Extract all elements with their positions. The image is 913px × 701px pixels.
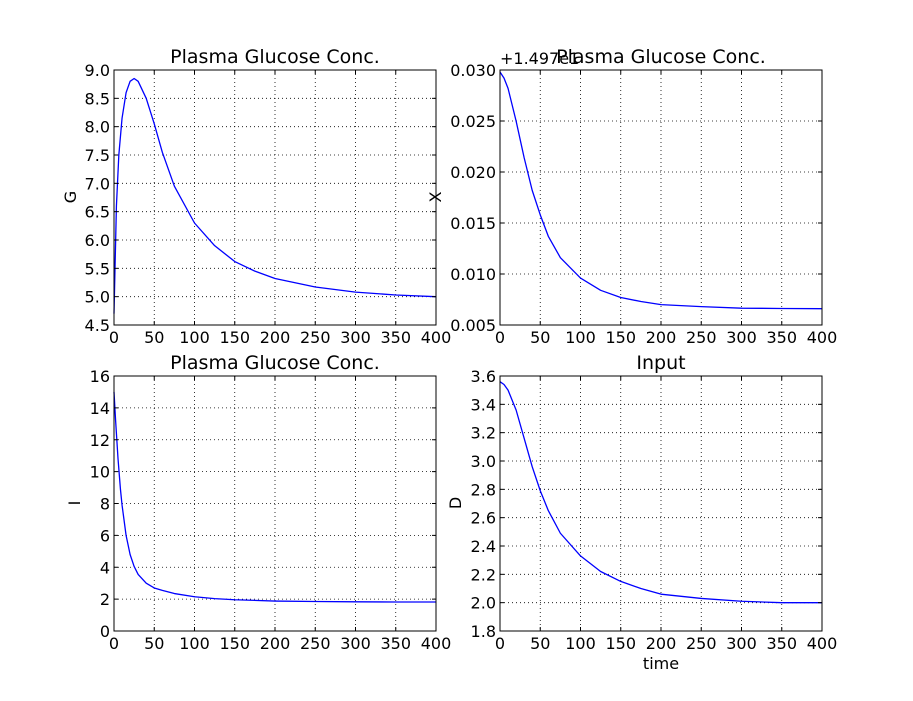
y-tick-label: 10 — [90, 463, 110, 482]
x-tick-label: 100 — [179, 634, 210, 653]
x-tick-label: 200 — [260, 634, 291, 653]
y-tick-label: 0.020 — [450, 163, 496, 182]
x-tick-label: 150 — [605, 328, 636, 347]
x-tick-label: 350 — [766, 634, 797, 653]
y-tick-label: 4.5 — [85, 316, 110, 335]
x-tick-label: 250 — [300, 634, 331, 653]
subplot-title: Input — [636, 352, 685, 374]
x-tick-label: 300 — [340, 328, 371, 347]
x-tick-label: 0 — [495, 634, 505, 653]
y-tick-label: 5.0 — [85, 288, 110, 307]
x-tick-label: 300 — [340, 634, 371, 653]
subplot-insulin: Plasma Glucose Conc. I 0 50 100 150 200 250 30… — [65, 352, 451, 653]
x-tick-label: 400 — [421, 634, 452, 653]
offset-text: +1.497e1 — [500, 49, 579, 68]
y-tick-label: 0.005 — [450, 316, 496, 335]
subplot-x: Plasma Glucose Conc. +1.497e1 X 0 50 100 15… — [426, 46, 837, 347]
x-tick-label: 200 — [646, 634, 677, 653]
y-tick-label: 2.6 — [471, 509, 496, 528]
y-tick-label: 3.4 — [471, 395, 496, 414]
series-line — [499, 71, 823, 310]
y-tick-label: 16 — [90, 367, 110, 386]
x-tick-label: 150 — [219, 328, 250, 347]
y-tick-label: 7.5 — [85, 146, 110, 165]
x-tick-label: 0 — [495, 328, 505, 347]
y-tick-label: 0.025 — [450, 112, 496, 131]
y-tick-label: 2.2 — [471, 565, 496, 584]
plot-area: 0 50 100 150 200 250 300 350 400 1.8 2.0 2.2 2.4 2.6 2… — [471, 367, 838, 653]
y-tick-label: 8.0 — [85, 118, 110, 137]
x-tick-label: 350 — [380, 328, 411, 347]
x-axis-label: time — [643, 654, 679, 673]
y-tick-label: 0.015 — [450, 214, 496, 233]
x-tick-label: 200 — [646, 328, 677, 347]
y-tick-label: 8.5 — [85, 89, 110, 108]
y-tick-label: 12 — [90, 431, 110, 450]
series-line — [499, 381, 822, 604]
y-tick-label: 2.0 — [471, 594, 496, 613]
y-tick-label: 0.010 — [450, 265, 496, 284]
y-tick-label: 6.5 — [85, 203, 110, 222]
subplot-title: Plasma Glucose Conc. — [170, 352, 380, 374]
x-tick-label: 350 — [380, 634, 411, 653]
y-tick-label: 9.0 — [85, 61, 110, 80]
x-tick-label: 0 — [109, 328, 119, 347]
y-tick-label: 0 — [100, 622, 110, 641]
x-tick-label: 100 — [179, 328, 210, 347]
x-tick-label: 250 — [300, 328, 331, 347]
x-tick-label: 50 — [530, 328, 550, 347]
y-tick-label: 2.4 — [471, 537, 496, 556]
y-tick-label: 3.0 — [471, 452, 496, 471]
x-tick-label: 400 — [421, 328, 452, 347]
y-tick-label: 2.8 — [471, 480, 496, 499]
subplot-title: Plasma Glucose Conc. — [556, 46, 766, 68]
x-tick-label: 250 — [686, 634, 717, 653]
x-tick-label: 400 — [807, 634, 838, 653]
x-tick-label: 200 — [260, 328, 291, 347]
y-tick-label: 14 — [90, 399, 110, 418]
x-tick-label: 400 — [807, 328, 838, 347]
x-tick-label: 300 — [726, 328, 757, 347]
x-tick-label: 150 — [605, 634, 636, 653]
x-tick-label: 300 — [726, 634, 757, 653]
y-tick-label: 1.8 — [471, 622, 496, 641]
y-tick-label: 6 — [100, 526, 110, 545]
y-axis-label: D — [446, 497, 465, 509]
y-tick-label: 8 — [100, 495, 110, 514]
series-line — [113, 77, 437, 314]
x-tick-label: 100 — [565, 328, 596, 347]
y-tick-label: 3.6 — [471, 367, 496, 386]
x-tick-label: 50 — [144, 328, 164, 347]
subplot-glucose: Plasma Glucose Conc. G 0 50 100 150 200 250 30… — [61, 46, 451, 347]
subplot-input: Input D time 0 50 100 150 200 250 300 350 400 1.8… — [446, 352, 837, 673]
series-line — [113, 391, 436, 603]
y-tick-label: 0.030 — [450, 61, 496, 80]
x-tick-label: 0 — [109, 634, 119, 653]
x-tick-label: 50 — [144, 634, 164, 653]
plot-area: 0 50 100 150 200 250 300 350 400 4.5 5.0 5.5 6.0 6.5 7… — [85, 61, 452, 347]
x-tick-label: 150 — [219, 634, 250, 653]
plot-area: 0 50 100 150 200 250 300 350 400 0 2 4 6 8 10 12 14 16 — [90, 367, 452, 653]
x-tick-label: 350 — [766, 328, 797, 347]
x-tick-label: 50 — [530, 634, 550, 653]
y-tick-label: 3.2 — [471, 424, 496, 443]
y-axis-label: X — [426, 191, 445, 202]
y-tick-label: 2 — [100, 590, 110, 609]
y-axis-label: G — [61, 191, 80, 203]
x-tick-label: 250 — [686, 328, 717, 347]
plot-area: 0 50 100 150 200 250 300 350 400 0.005 0.010 0.015 0… — [450, 61, 837, 347]
y-tick-label: 4 — [100, 558, 110, 577]
y-tick-label: 6.0 — [85, 231, 110, 250]
y-axis-label: I — [65, 501, 84, 506]
subplot-title: Plasma Glucose Conc. — [170, 46, 380, 68]
y-tick-label: 5.5 — [85, 259, 110, 278]
x-tick-label: 100 — [565, 634, 596, 653]
y-tick-label: 7.0 — [85, 174, 110, 193]
